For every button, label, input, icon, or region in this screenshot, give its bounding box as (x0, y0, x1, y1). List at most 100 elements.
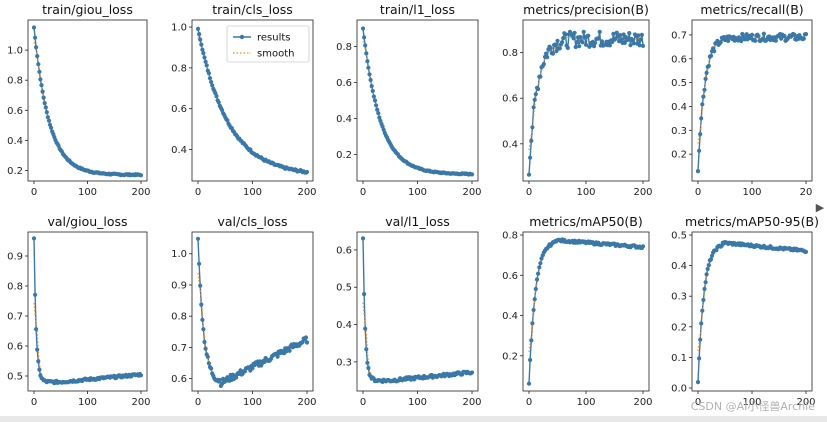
data-point (705, 266, 710, 272)
data-point (637, 43, 642, 48)
data-point (469, 370, 475, 375)
data-point (709, 253, 715, 258)
plot-area (27, 19, 148, 182)
data-point (304, 340, 310, 345)
data-point (369, 84, 374, 89)
data-point (201, 327, 206, 332)
y-tick-label: 0.4 (671, 102, 687, 113)
y-tick-label: 1.0 (7, 46, 23, 57)
data-point (198, 283, 203, 288)
data-point (362, 292, 367, 297)
data-point (210, 83, 215, 88)
data-point (702, 286, 707, 292)
data-point (205, 354, 210, 359)
data-point (376, 111, 381, 116)
data-point (618, 33, 623, 38)
data-point (803, 31, 809, 37)
data-point (362, 35, 367, 40)
bottom-scrollbar[interactable] (0, 416, 827, 422)
data-point (202, 55, 207, 60)
scroll-right-icon[interactable]: ▶ (815, 201, 825, 214)
y-tick-label: 0.4 (502, 311, 518, 322)
x-tick-label: 100 (243, 187, 262, 198)
y-tick-label: 0.4 (502, 139, 518, 150)
y-tick-label: 0.7 (7, 312, 23, 323)
data-point (739, 38, 744, 44)
data-point (275, 354, 280, 359)
data-point (639, 32, 645, 38)
chart-title: train/giou_loss (42, 2, 133, 17)
data-point (619, 37, 624, 42)
legend-results-label: results (257, 33, 291, 44)
x-tick-label: 20 (800, 187, 813, 198)
subplot-val-giou-loss: val/giou_loss 0.5 0.6 0.7 0.8 0.9 0 100 200 (7, 214, 150, 408)
data-point (640, 43, 646, 49)
data-point (782, 33, 787, 38)
data-point (364, 347, 369, 352)
data-point (200, 317, 205, 322)
data-point (199, 302, 204, 307)
data-point (536, 86, 541, 92)
x-tick-label: 100 (742, 397, 761, 408)
data-point (368, 77, 373, 83)
x-tick-label: 200 (297, 397, 316, 408)
subplot-metrics-map50-95-b-: metrics/mAP50-95(B) 0.0 0.1 0.2 0.3 0.4 0.5 0 10… (671, 214, 819, 408)
data-point (195, 236, 201, 241)
data-point (557, 46, 562, 51)
data-point (697, 356, 702, 361)
y-tick-label: 0.9 (7, 252, 23, 263)
x-tick-label: 100 (576, 397, 595, 408)
data-point (364, 51, 369, 56)
subplot-val-l1-loss: val/l1_loss 0.3 0.4 0.5 0.6 0 100 200 (336, 214, 481, 408)
data-point (611, 31, 616, 36)
x-tick-label: 0 (31, 187, 37, 198)
chart-title: metrics/recall(B) (700, 2, 803, 17)
y-tick-label: 0.4 (336, 320, 352, 331)
data-point (533, 286, 538, 292)
subplot-val-cls-loss: val/cls_loss 0.6 0.7 0.8 0.9 1.0 0 100 200 (171, 214, 316, 408)
data-point (366, 65, 371, 70)
data-point (703, 280, 708, 285)
legend-results-marker (239, 34, 245, 40)
watermark: CSDN @AI小怪兽Archie (690, 400, 815, 413)
data-point (202, 339, 207, 345)
data-point (375, 107, 380, 112)
y-tick-label: 0.4 (336, 114, 352, 125)
data-point (303, 335, 308, 340)
data-point (695, 380, 701, 385)
y-tick-label: 0.5 (7, 372, 23, 383)
data-point (360, 26, 366, 31)
data-point (548, 45, 553, 51)
data-point (49, 125, 54, 130)
x-tick-label: 200 (131, 187, 150, 198)
data-point (700, 308, 705, 313)
y-tick-label: 0.6 (336, 245, 352, 256)
data-point (550, 51, 556, 56)
data-point (537, 265, 542, 270)
data-point (365, 360, 370, 365)
y-tick-label: 0.9 (171, 280, 187, 291)
y-tick-label: 0.8 (502, 48, 518, 59)
data-point (571, 36, 576, 41)
subplot-train-cls-loss: train/cls_loss 0.4 0.6 0.8 1.0 0 100 200 results… (171, 2, 316, 198)
data-point (583, 42, 589, 47)
data-point (35, 54, 40, 59)
data-point (572, 30, 577, 35)
data-point (219, 107, 225, 113)
data-point (797, 33, 802, 38)
data-point (801, 36, 806, 41)
data-point (197, 261, 202, 266)
data-point (607, 43, 613, 48)
y-tick-label: 0.4 (171, 145, 187, 156)
plot-area (27, 231, 148, 392)
data-point (363, 43, 368, 48)
x-tick-label: 100 (742, 187, 761, 198)
data-point (37, 69, 42, 74)
data-point (697, 148, 702, 153)
y-tick-label: 0.6 (171, 374, 187, 385)
y-tick-label: 0.2 (7, 166, 23, 177)
data-point (528, 357, 533, 363)
data-point (225, 118, 230, 123)
data-point (586, 33, 591, 38)
